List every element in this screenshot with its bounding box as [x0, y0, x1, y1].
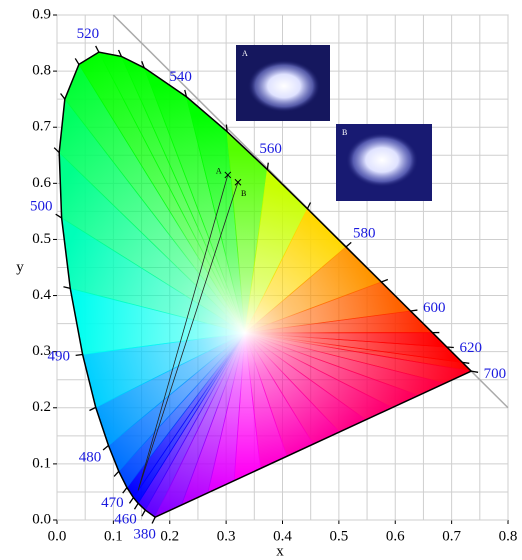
- wavelength-label: 480: [79, 450, 102, 466]
- wavelength-label: 470: [101, 495, 124, 511]
- wavelength-label: 490: [48, 349, 71, 365]
- y-tick-label: 0.1: [32, 455, 51, 471]
- y-tick-label: 0.2: [32, 399, 51, 415]
- locus-tick: [75, 58, 79, 64]
- locus-tick: [76, 354, 83, 355]
- wavelength-label: 700: [484, 366, 507, 382]
- x-tick-label: 0.3: [217, 528, 236, 544]
- chart: 0.00.10.20.30.40.50.60.70.80.00.10.20.30…: [0, 0, 522, 560]
- wavelength-label: 560: [259, 141, 282, 157]
- x-tick-label: 0.6: [386, 528, 405, 544]
- inset-a: A: [236, 45, 330, 121]
- locus-tick: [103, 446, 108, 450]
- locus-tick: [96, 46, 99, 52]
- x-tick-label: 0.0: [48, 528, 67, 544]
- y-tick-label: 0.4: [32, 287, 51, 303]
- y-tick-label: 0.8: [32, 63, 51, 79]
- y-tick-label: 0.6: [32, 175, 51, 191]
- locus-tick: [114, 471, 119, 476]
- wavelength-label: 540: [169, 69, 192, 85]
- locus-tick: [63, 287, 70, 289]
- locus-tick: [142, 510, 145, 516]
- y-tick-label: 0.7: [32, 119, 51, 135]
- locus-tick: [226, 125, 227, 132]
- locus-tick: [381, 280, 388, 282]
- x-tick-label: 0.5: [330, 528, 349, 544]
- y-axis-label: y: [16, 259, 24, 275]
- point-label: B: [241, 189, 246, 198]
- locus-tick: [61, 94, 65, 100]
- x-tick-label: 0.1: [104, 528, 123, 544]
- wavelength-label: 580: [353, 225, 376, 241]
- x-tick-label: 0.2: [160, 528, 179, 544]
- y-tick-label: 0.5: [32, 231, 51, 247]
- y-tick-label: 0.9: [32, 6, 51, 22]
- gamut-fill: [59, 52, 471, 517]
- locus-tick: [129, 498, 133, 504]
- locus-tick: [346, 242, 351, 247]
- wavelength-label: 460: [114, 512, 137, 528]
- locus-tick: [307, 202, 310, 208]
- wavelength-label: 500: [30, 199, 53, 215]
- point-label: A: [216, 167, 222, 176]
- x-tick-label: 0.7: [442, 528, 461, 544]
- wavelength-label: 520: [77, 26, 100, 42]
- wavelength-label: 600: [423, 300, 446, 316]
- locus-tick: [410, 310, 417, 311]
- inset-label: B: [342, 128, 347, 137]
- wavelength-label: 620: [460, 340, 483, 356]
- x-tick-label: 0.8: [499, 528, 518, 544]
- inset-b: B: [336, 124, 432, 201]
- locus-tick: [134, 503, 138, 509]
- x-tick-label: 0.4: [273, 528, 292, 544]
- inset-label: A: [242, 49, 248, 58]
- y-tick-label: 0.0: [32, 511, 51, 527]
- wavelength-label: 380: [133, 527, 156, 543]
- x-axis-label: x: [276, 543, 284, 559]
